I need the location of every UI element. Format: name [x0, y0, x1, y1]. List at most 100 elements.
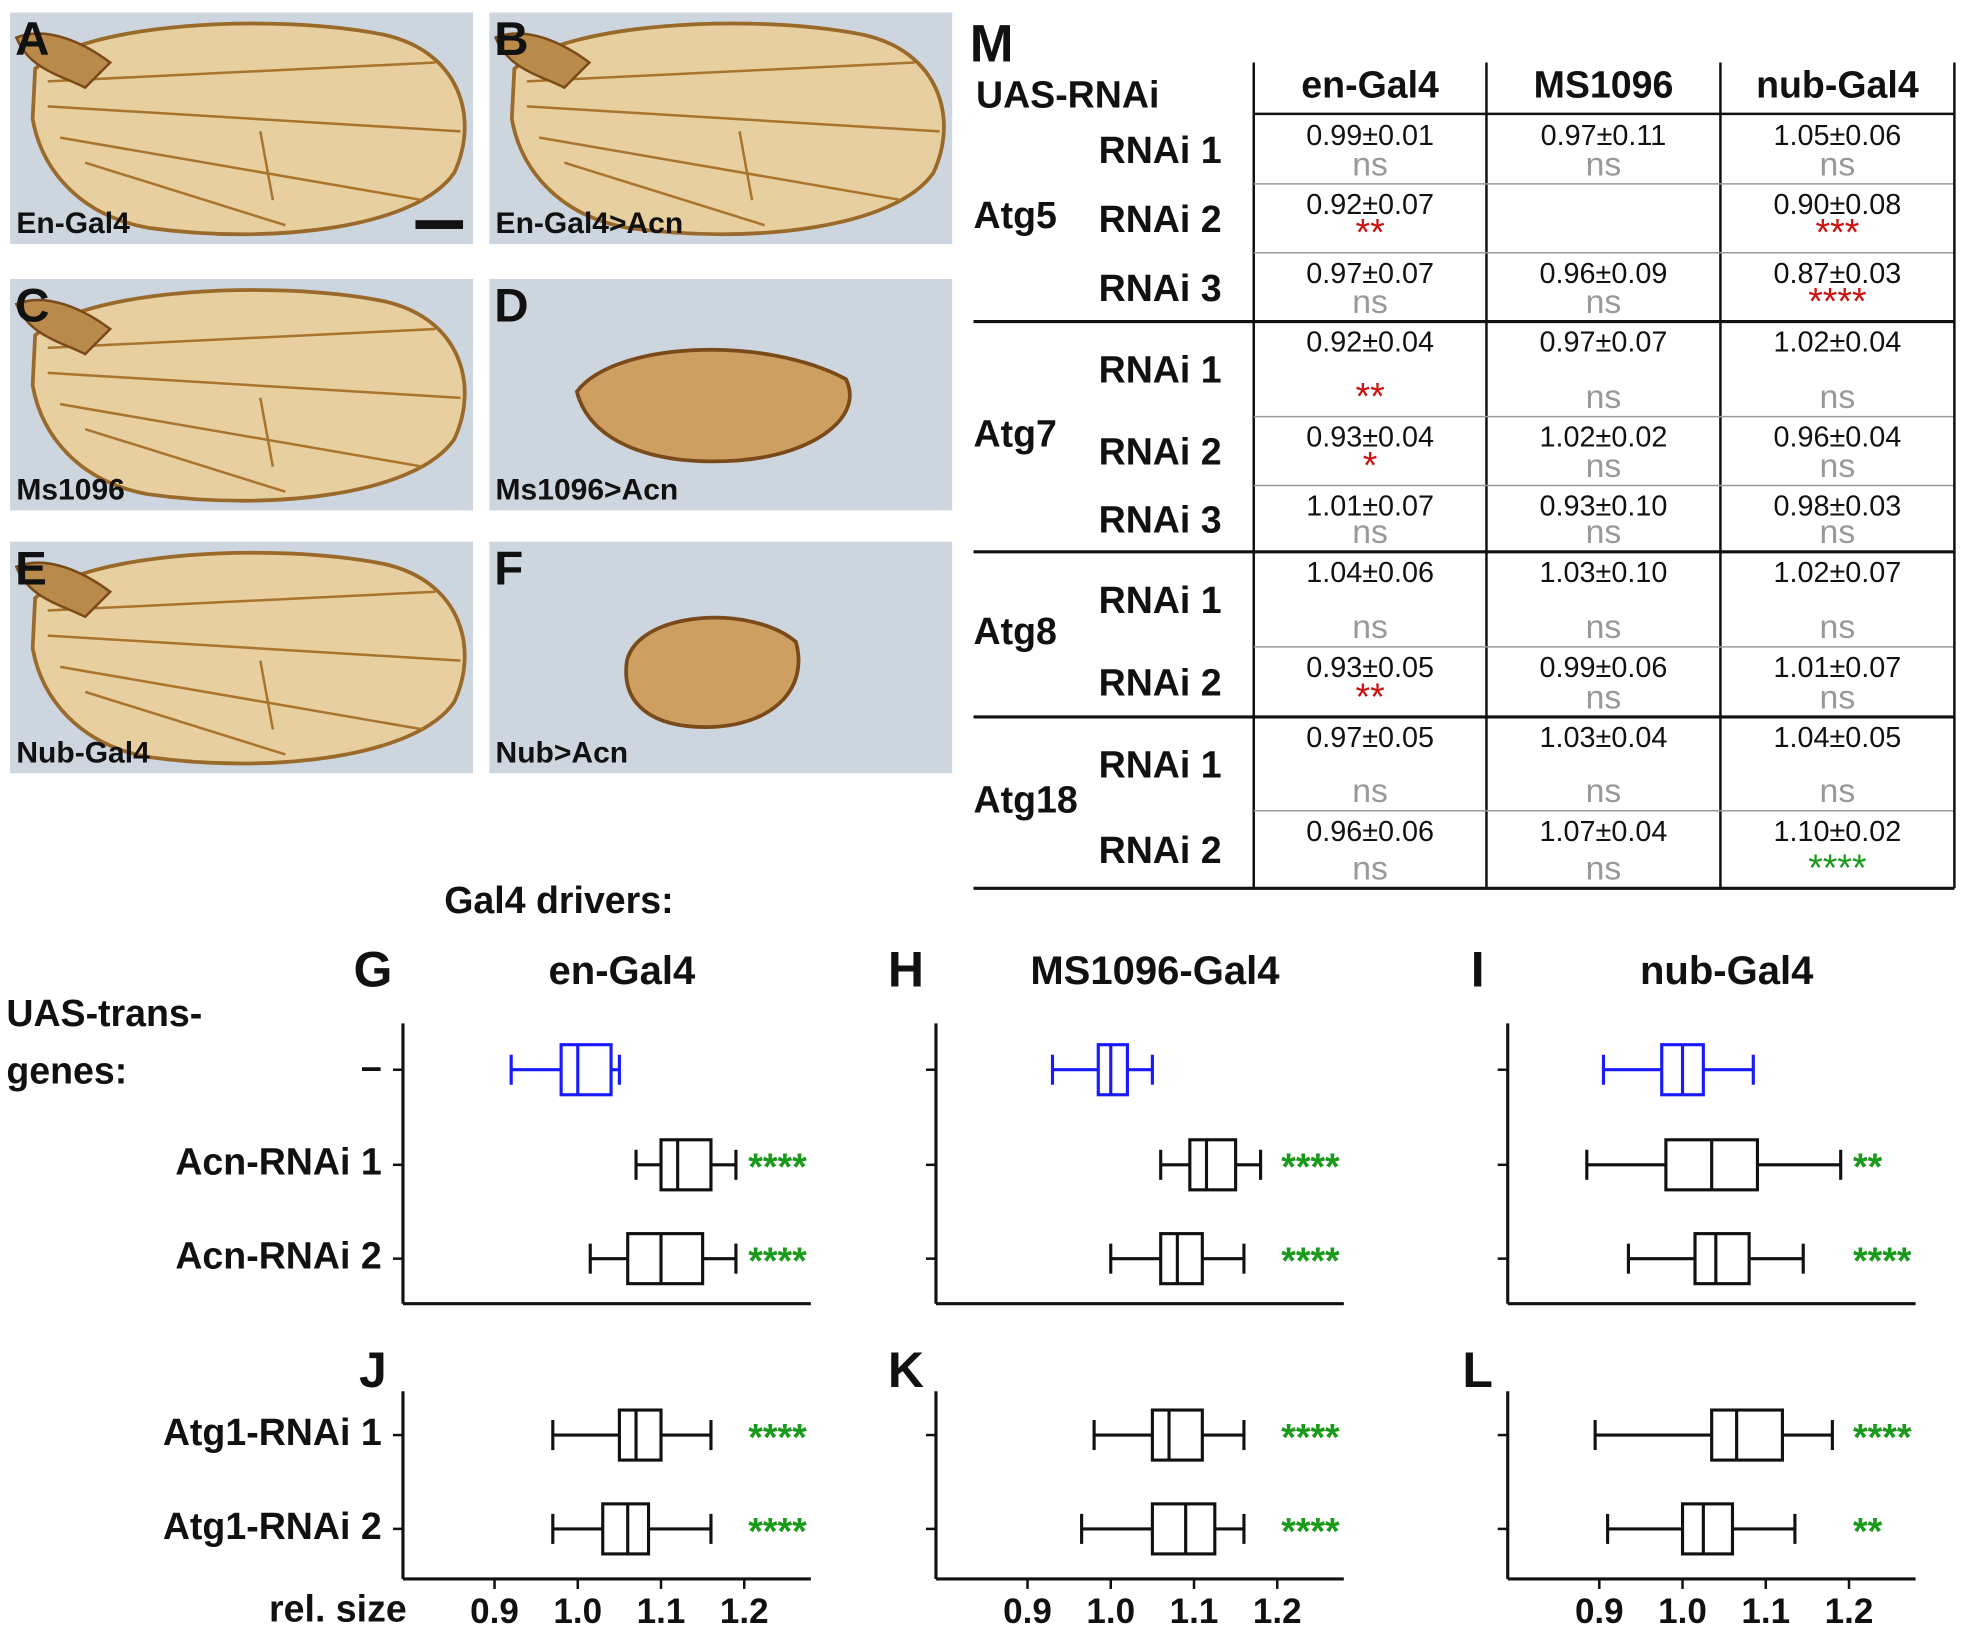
panel-letter: J	[359, 1342, 387, 1398]
box	[626, 1232, 705, 1286]
box	[1096, 1043, 1129, 1097]
significance: ****	[1853, 1240, 1912, 1282]
transgenes-header: genes:	[6, 1049, 127, 1091]
cell-value: 0.97±0.07	[1306, 258, 1434, 290]
cell-significance: ns	[1586, 850, 1622, 888]
x-tick-label: 1.2	[1825, 1592, 1874, 1631]
gene-label: Atg18	[973, 779, 1077, 821]
panel-letter: L	[1462, 1342, 1493, 1398]
rnai-label: RNAi 1	[1099, 743, 1222, 785]
significance: ****	[748, 1146, 807, 1188]
wing-vein	[47, 634, 461, 662]
wing-caption: En-Gal4	[16, 207, 130, 240]
panel-letter: C	[15, 280, 49, 333]
cell-significance: ns	[1820, 678, 1856, 716]
panel-letter: H	[888, 942, 924, 998]
cell-value: 0.99±0.06	[1540, 652, 1668, 684]
wing-vein	[259, 660, 275, 730]
wing-vein	[84, 161, 286, 227]
cell-value: 0.96±0.04	[1774, 422, 1902, 454]
wing-vein	[738, 131, 754, 201]
cell-value: 0.92±0.07	[1306, 189, 1434, 221]
cell-value: 0.93±0.04	[1306, 422, 1434, 454]
cell-value: 1.02±0.07	[1774, 557, 1902, 589]
rnai-label: RNAi 1	[1099, 349, 1222, 391]
cell-value: 1.02±0.02	[1540, 422, 1668, 454]
significance: ****	[1281, 1146, 1340, 1188]
wing-vein	[259, 397, 275, 467]
panel-letter: G	[353, 942, 392, 998]
crumpled-wing	[574, 347, 852, 464]
rnai-label: RNAi 2	[1099, 662, 1222, 704]
x-tick-label: 1.0	[1658, 1592, 1707, 1631]
category-label: Acn-RNAi 1	[175, 1141, 381, 1183]
cell-significance: ****	[1808, 847, 1867, 889]
box	[1693, 1232, 1751, 1286]
cell-significance: ns	[1586, 772, 1622, 810]
cell-significance: ns	[1586, 608, 1622, 646]
wing-panel: C Ms1096	[10, 279, 474, 511]
x-axis-label: rel. size	[269, 1587, 407, 1629]
wing-vein	[47, 371, 461, 400]
table-header: en-Gal4	[1301, 63, 1439, 105]
x-tick-label: 0.9	[1003, 1592, 1052, 1631]
panel-title: nub-Gal4	[1640, 949, 1814, 993]
cell-significance: ns	[1352, 772, 1388, 810]
wing-hinge	[14, 561, 113, 619]
cell-value: 0.97±0.11	[1541, 120, 1667, 152]
cell-value: 0.97±0.07	[1540, 327, 1668, 359]
wing-vein	[259, 131, 275, 201]
cell-significance: ns	[1820, 772, 1856, 810]
wing-caption: Ms1096>Acn	[496, 474, 679, 507]
wing-panel: B En-Gal4>Acn	[489, 12, 953, 244]
cell-value: 1.05±0.06	[1774, 120, 1902, 152]
cell-value: 1.07±0.04	[1540, 816, 1668, 848]
panel-title: MS1096-Gal4	[1030, 949, 1280, 993]
rnai-label: RNAi 3	[1099, 267, 1222, 309]
wing-panel: E Nub-Gal4	[10, 541, 474, 774]
rnai-label: RNAi 2	[1099, 829, 1222, 871]
x-tick-label: 1.2	[1253, 1592, 1302, 1631]
panel-letter: K	[888, 1342, 924, 1398]
box	[617, 1408, 663, 1462]
box	[1150, 1408, 1204, 1462]
wing-panel: F Nub>Acn	[489, 541, 953, 774]
wing-vein	[563, 161, 765, 227]
cell-value: 1.03±0.04	[1540, 722, 1668, 754]
category-label: –	[361, 1046, 382, 1088]
wing-vein	[47, 590, 436, 612]
cell-value: 0.96±0.09	[1540, 258, 1668, 290]
panel-letter: I	[1471, 942, 1485, 998]
wing-vein	[526, 61, 915, 83]
cell-significance: ns	[1820, 145, 1856, 183]
gene-label: Atg5	[973, 194, 1056, 236]
significance: ****	[748, 1240, 807, 1282]
box	[659, 1138, 713, 1192]
cell-significance: ns	[1820, 378, 1856, 416]
wing-hinge	[14, 32, 113, 90]
scale-bar	[415, 220, 464, 229]
significance: **	[1853, 1510, 1883, 1552]
panel-title: en-Gal4	[549, 949, 697, 993]
panel-letter: D	[494, 280, 528, 333]
gene-label: Atg7	[973, 413, 1056, 455]
cell-significance: ns	[1586, 678, 1622, 716]
wing-panel: A En-Gal4	[10, 12, 474, 244]
cell-significance: **	[1356, 211, 1386, 253]
rnai-label: RNAi 3	[1099, 498, 1222, 540]
x-tick-label: 1.1	[1170, 1592, 1219, 1631]
cell-value: 0.98±0.03	[1774, 491, 1902, 523]
wing-vein	[526, 105, 940, 133]
cell-value: 0.93±0.10	[1540, 491, 1668, 523]
significance: ****	[1281, 1416, 1340, 1458]
x-tick-label: 0.9	[1575, 1592, 1624, 1631]
box	[559, 1043, 613, 1097]
rnai-label: RNAi 1	[1099, 579, 1222, 621]
table-header: nub-Gal4	[1756, 63, 1919, 105]
cell-significance: *	[1363, 444, 1378, 486]
wing-caption: Nub-Gal4	[16, 736, 150, 769]
cell-significance: ns	[1586, 145, 1622, 183]
box	[1188, 1138, 1238, 1192]
wing-vein	[59, 136, 424, 202]
